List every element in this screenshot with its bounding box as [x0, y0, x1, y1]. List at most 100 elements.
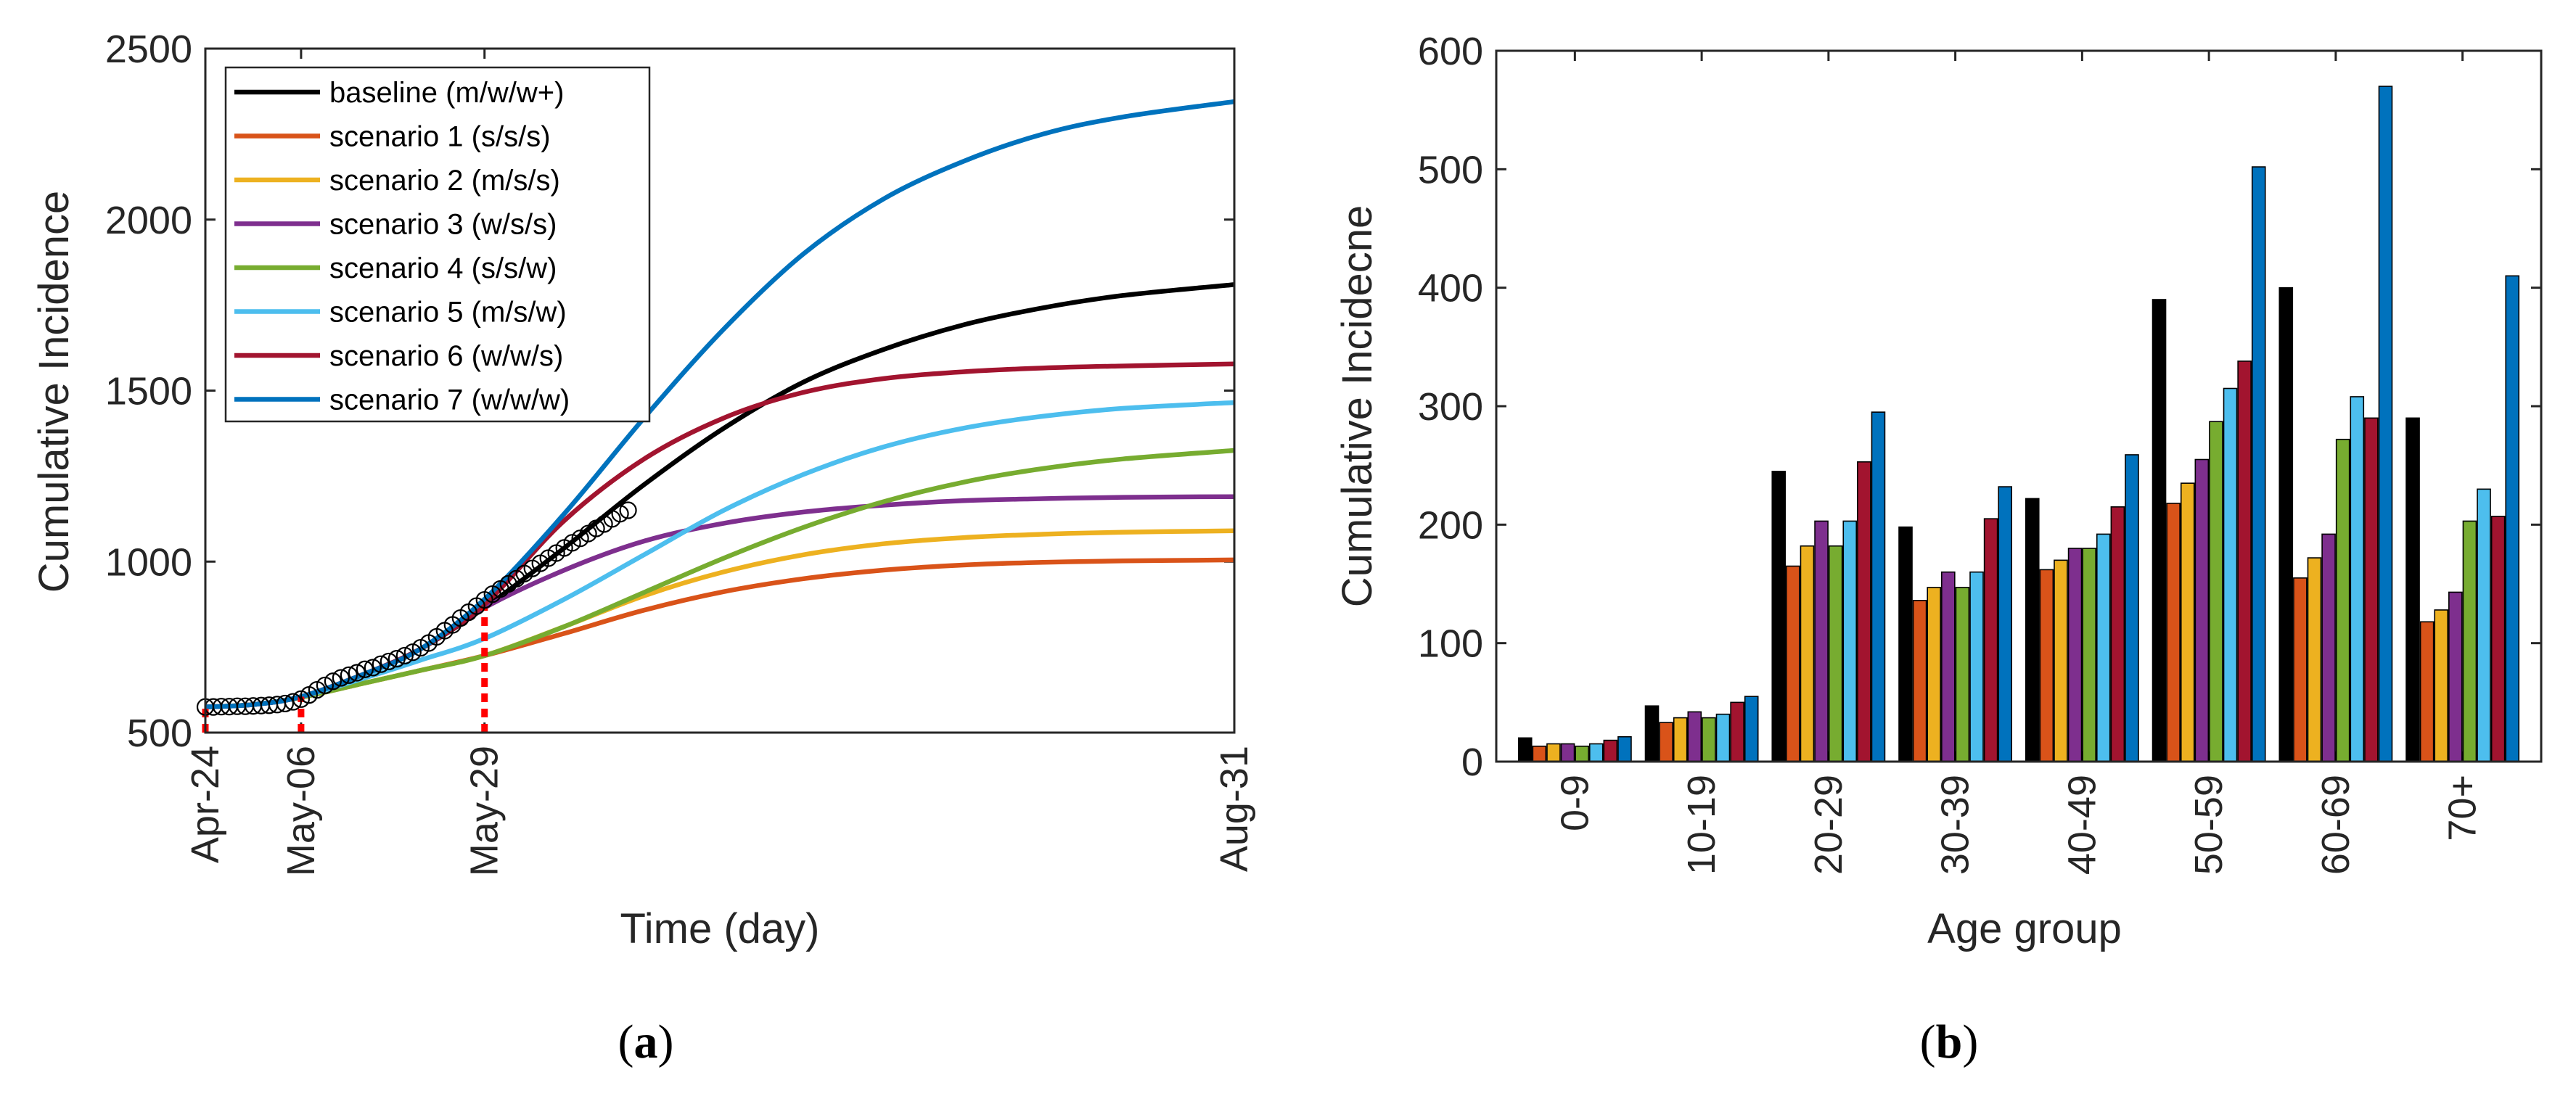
legend-label: scenario 2 (m/s/s) [329, 165, 560, 197]
bar-30-39-scenario-1-s-s-s [1912, 600, 1927, 762]
observed-data-point [292, 690, 311, 708]
bar-10-19-scenario-7-w-w-w [1744, 696, 1759, 762]
bar-30-39-scenario-7-w-w-w [1998, 486, 2013, 762]
observed-data-point [316, 676, 334, 695]
bar-0-9-scenario-7-w-w-w [1617, 736, 1632, 762]
y-tick-label: 2500 [105, 28, 192, 71]
panel-a-axes-box [204, 47, 1236, 734]
observed-data-point [356, 660, 374, 678]
y-tick-label: 400 [1418, 267, 1483, 310]
bar-30-39-baseline-m-w-w [1898, 526, 1913, 762]
y-tick-label: 1500 [105, 370, 192, 413]
panel-a-x-axis-label: Time (day) [620, 905, 820, 952]
observed-data-point [619, 501, 637, 519]
y-tick-label: 1000 [105, 540, 192, 584]
panel-a-line-chart: 500 1000 1500 2000 2500 Apr-24 May-06 May-29 Au… [30, 28, 1256, 952]
panel-a-y-axis-label: Cumulative Incidence [30, 191, 78, 593]
panel-b-axes-box [1495, 49, 2543, 763]
legend-label: scenario 3 (w/s/s) [329, 209, 557, 241]
observed-data-point [340, 666, 358, 684]
x-tick-label: 10-19 [1680, 775, 1723, 875]
bar-0-9-baseline-m-w-w [1517, 737, 1533, 762]
observed-data-point [364, 659, 382, 677]
observed-data-point [332, 669, 350, 687]
bar-20-29-scenario-4-s-s-w [1828, 545, 1843, 762]
bar-60-69-scenario-1-s-s-s [2293, 577, 2308, 762]
bar-10-19-scenario-3-w-s-s [1687, 711, 1702, 762]
bar-40-49-scenario-3-w-s-s [2067, 548, 2083, 762]
bar-50-59-scenario-2-m-s-s [2180, 482, 2195, 762]
caption-a: (a) [618, 1015, 674, 1068]
bar-30-39-scenario-2-m-s-s [1927, 587, 1942, 762]
x-tick-label: May-29 [463, 746, 506, 876]
x-tick-label: 20-29 [1807, 775, 1850, 875]
y-tick-label: 600 [1418, 30, 1483, 73]
bar-40-49-scenario-5-m-s-w [2096, 533, 2111, 762]
bar-70-scenario-1-s-s-s [2419, 621, 2435, 762]
bar-50-59-baseline-m-w-w [2152, 299, 2167, 762]
bar-40-49-scenario-6-w-w-s [2110, 506, 2125, 762]
y-tick-label: 200 [1418, 503, 1483, 547]
bar-70-scenario-4-s-s-w [2462, 520, 2477, 762]
panel-a-observed-points [196, 501, 637, 716]
y-tick-label: 2000 [105, 199, 192, 242]
legend-label: baseline (m/w/w+) [329, 77, 564, 109]
bar-40-49-baseline-m-w-w [2025, 498, 2040, 762]
legend-label: scenario 1 (s/s/s) [329, 121, 551, 153]
observed-data-point [324, 672, 342, 691]
bar-70-scenario-7-w-w-w [2505, 275, 2520, 762]
observed-data-point [395, 646, 414, 665]
bar-40-49-scenario-4-s-s-w [2082, 548, 2096, 762]
panel-b-y-tick-labels: 0 100 200 300 400 500 600 [1418, 30, 1483, 784]
bar-10-19-scenario-6-w-w-s [1730, 701, 1744, 762]
bar-0-9-scenario-6-w-w-s [1603, 739, 1618, 762]
bar-0-9-scenario-4-s-s-w [1575, 745, 1589, 762]
bar-50-59-scenario-3-w-s-s [2194, 458, 2210, 762]
bar-0-9-scenario-2-m-s-s [1546, 743, 1561, 762]
bar-30-39-scenario-3-w-s-s [1941, 571, 1956, 762]
panel-b-x-tick-labels: 0-9 10-19 20-29 30-39 40-49 50-59 60-69 70+ [1553, 775, 2484, 875]
bar-60-69-scenario-5-m-s-w [2350, 396, 2365, 762]
x-tick-label: Apr-24 [184, 746, 227, 863]
bar-60-69-scenario-6-w-w-s [2364, 417, 2379, 762]
bar-10-19-scenario-2-m-s-s [1673, 717, 1688, 762]
panel-a-y-tick-labels: 500 1000 1500 2000 2500 [105, 28, 192, 755]
bar-20-29-scenario-6-w-w-s [1857, 461, 1871, 762]
x-tick-label: May-06 [279, 746, 323, 876]
x-tick-label: 50-59 [2187, 775, 2231, 875]
observed-data-point [372, 655, 390, 673]
x-tick-label: 70+ [2441, 775, 2485, 841]
bar-60-69-baseline-m-w-w [2278, 287, 2294, 762]
bar-70-scenario-2-m-s-s [2434, 609, 2449, 762]
bar-0-9-scenario-1-s-s-s [1532, 745, 1547, 762]
caption-b: (b) [1920, 1015, 1979, 1068]
y-tick-label: 300 [1418, 385, 1483, 429]
bar-50-59-scenario-7-w-w-w [2251, 166, 2266, 762]
y-tick-label: 100 [1418, 622, 1483, 666]
panel-b-x-axis-label: Age group [1927, 905, 2122, 952]
panel-a-legend: baseline (m/w/w+) scenario 1 (s/s/s) scena… [224, 66, 651, 423]
bar-70-baseline-m-w-w [2405, 417, 2420, 762]
bar-20-29-baseline-m-w-w [1771, 471, 1787, 762]
x-tick-label: 60-69 [2314, 775, 2358, 875]
legend-label: scenario 7 (w/w/w) [329, 384, 570, 416]
bar-50-59-scenario-6-w-w-s [2237, 360, 2252, 762]
x-tick-label: 40-49 [2060, 775, 2104, 875]
y-tick-label: 500 [1418, 148, 1483, 191]
bar-60-69-scenario-2-m-s-s [2307, 557, 2322, 762]
y-tick-label: 0 [1461, 741, 1483, 784]
legend-label: scenario 4 (s/s/w) [329, 252, 557, 284]
bar-50-59-scenario-1-s-s-s [2166, 503, 2181, 762]
bar-50-59-scenario-5-m-s-w [2223, 387, 2238, 762]
panel-b-y-axis-label: Cumulative Incidecne [1334, 205, 1381, 608]
panel-b-bars [1517, 86, 2520, 762]
bar-60-69-scenario-7-w-w-w [2378, 86, 2393, 762]
bar-30-39-scenario-4-s-s-w [1955, 587, 1970, 762]
bar-10-19-scenario-5-m-s-w [1715, 713, 1731, 762]
bar-10-19-baseline-m-w-w [1644, 705, 1660, 762]
x-tick-label: 30-39 [1934, 775, 1977, 875]
bar-40-49-scenario-1-s-s-s [2039, 569, 2054, 762]
bar-70-scenario-3-w-s-s [2448, 591, 2463, 762]
bar-40-49-scenario-2-m-s-s [2054, 559, 2068, 762]
